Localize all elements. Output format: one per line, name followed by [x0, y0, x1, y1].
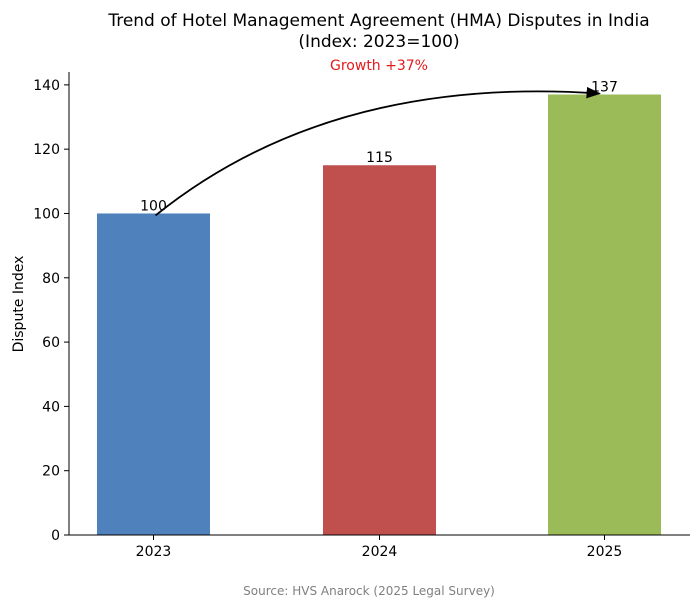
growth-annotation: Growth +37% — [330, 58, 428, 74]
source-note: Source: HVS Anarock (2025 Legal Survey) — [243, 584, 495, 598]
bars-group — [97, 94, 661, 536]
growth-arrow — [154, 86, 601, 217]
bar-2025 — [548, 94, 661, 535]
y-tick-label-80: 80 — [42, 271, 60, 287]
y-tick-label-0: 0 — [51, 528, 60, 544]
data-label-2023: 100 — [140, 198, 167, 214]
y-tick-label-140: 140 — [33, 78, 60, 94]
x-tick-label-2023: 2023 — [136, 544, 172, 560]
chart-title-line1: Trend of Hotel Management Agreement (HMA… — [107, 11, 649, 31]
bar-2023 — [97, 213, 210, 535]
y-tick-label-40: 40 — [42, 399, 60, 415]
y-tick-label-100: 100 — [33, 206, 60, 222]
y-tick-label-60: 60 — [42, 335, 60, 351]
x-tick-label-2024: 2024 — [362, 544, 398, 560]
x-tick-label-2025: 2025 — [587, 544, 623, 560]
chart-title-line2: (Index: 2023=100) — [298, 32, 459, 52]
y-axis-label: Dispute Index — [11, 256, 27, 353]
data-label-2024: 115 — [366, 150, 393, 166]
y-tick-label-120: 120 — [33, 142, 60, 158]
axis-ticks-group: 2023 2024 2025 0 20 40 60 80 100 120 140 — [33, 78, 622, 560]
bar-2024 — [323, 165, 436, 536]
y-tick-label-20: 20 — [42, 464, 60, 480]
